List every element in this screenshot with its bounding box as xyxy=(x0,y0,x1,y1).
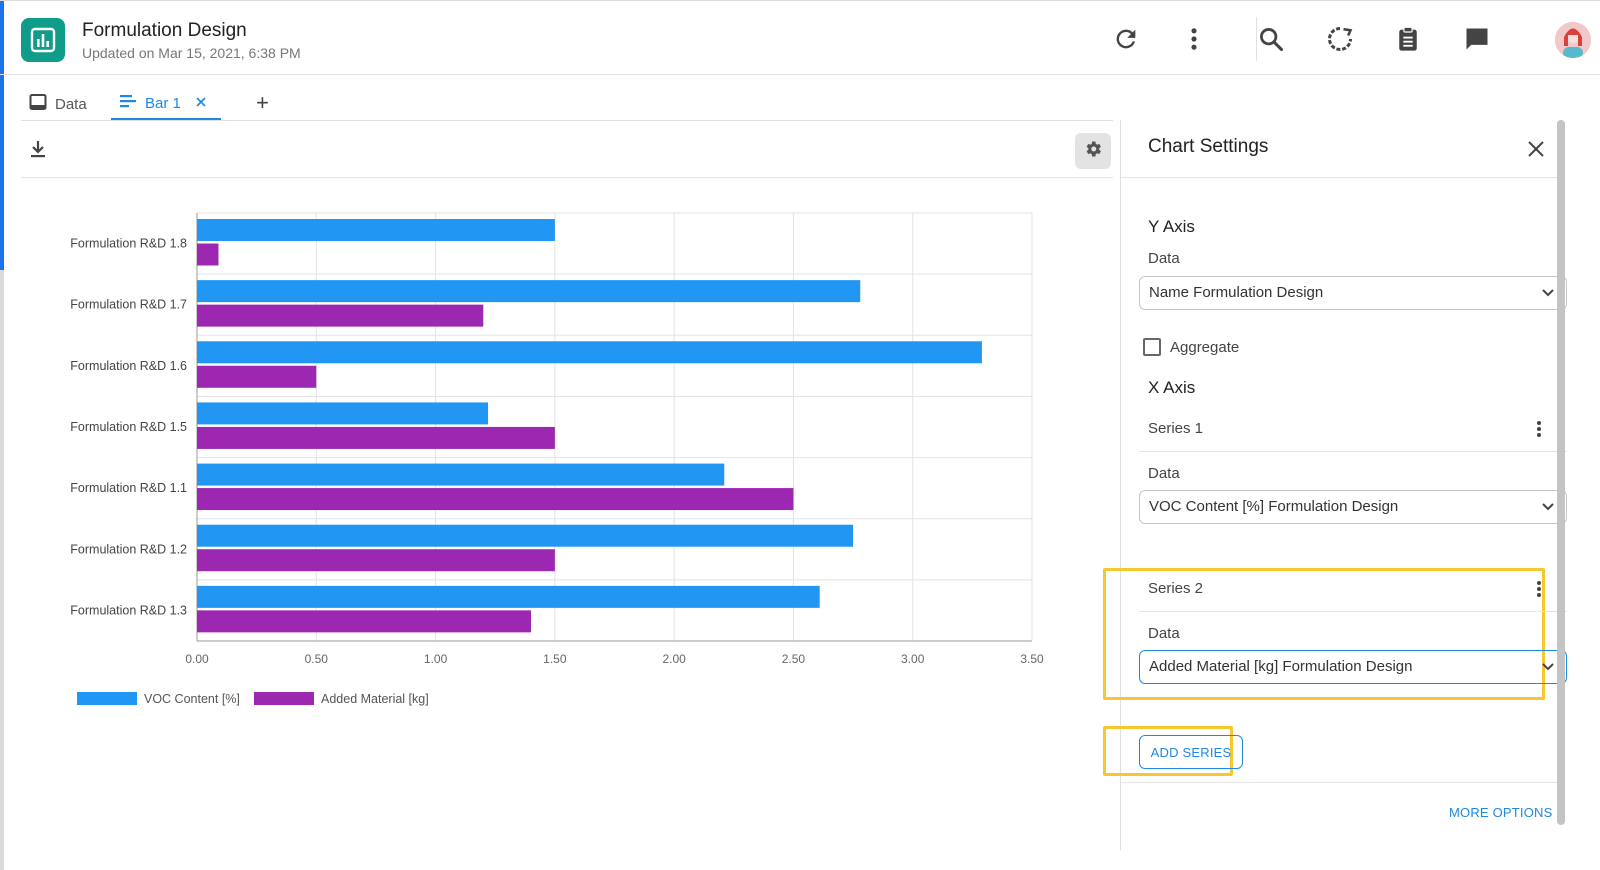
divider xyxy=(1121,177,1561,178)
app-header: Formulation Design Updated on Mar 15, 20… xyxy=(0,0,1600,75)
divider xyxy=(1121,782,1561,783)
search-icon[interactable] xyxy=(1255,23,1287,55)
settings-title: Chart Settings xyxy=(1148,136,1269,157)
bar xyxy=(197,488,794,511)
series-2-data-label: Data xyxy=(1148,625,1180,642)
app-logo-icon xyxy=(21,18,65,62)
settings-scrollbar[interactable] xyxy=(1557,120,1565,825)
bar xyxy=(197,402,489,425)
y-axis-data-label: Data xyxy=(1148,250,1180,267)
bar xyxy=(197,426,555,449)
bar xyxy=(197,463,725,486)
chat-icon[interactable] xyxy=(1461,23,1493,55)
close-icon[interactable] xyxy=(1524,137,1548,161)
aggregate-label: Aggregate xyxy=(1170,338,1240,356)
header-divider xyxy=(1256,17,1257,61)
y-tick-label: Formulation R&D 1.5 xyxy=(70,420,187,434)
series-2-data-select[interactable]: Added Material [kg] Formulation Design xyxy=(1139,650,1567,684)
bar xyxy=(197,524,854,547)
chart-panel: 0.00 0.50 1.00 1.50 2.00 2.50 3.00 3.50 Formulat… xyxy=(21,120,1113,840)
aggregate-checkbox-row[interactable]: Aggregate xyxy=(1143,338,1239,356)
bar xyxy=(197,280,861,303)
chevron-down-icon xyxy=(1540,285,1556,305)
more-vert-icon[interactable] xyxy=(1178,23,1210,55)
table-icon xyxy=(29,93,47,115)
spinner-icon[interactable] xyxy=(1324,23,1356,55)
legend-swatch xyxy=(77,692,137,705)
aggregate-checkbox[interactable] xyxy=(1143,338,1161,356)
add-series-button[interactable]: ADD SERIES xyxy=(1139,735,1243,769)
bar xyxy=(197,549,555,572)
series-2-title: Series 2 xyxy=(1148,580,1204,597)
chevron-down-icon xyxy=(1540,659,1556,679)
x-tick-label: 2.00 xyxy=(662,652,686,666)
chart-settings-panel: Chart Settings Y Axis Data Name Formulat… xyxy=(1103,120,1567,850)
x-tick-label: 0.00 xyxy=(185,652,209,666)
close-tab-icon[interactable] xyxy=(195,95,207,112)
avatar[interactable] xyxy=(1555,22,1591,58)
gear-icon xyxy=(1083,139,1103,164)
x-tick-label: 3.00 xyxy=(901,652,925,666)
y-axis-title: Y Axis xyxy=(1148,217,1195,236)
refresh-icon[interactable] xyxy=(1110,23,1142,55)
y-axis-data-select[interactable]: Name Formulation Design xyxy=(1139,276,1567,310)
bar xyxy=(197,610,531,633)
x-tick-label: 1.00 xyxy=(424,652,448,666)
series-1-data-value: VOC Content [%] Formulation Design xyxy=(1149,498,1399,515)
download-icon[interactable] xyxy=(28,139,48,164)
y-tick-label: Formulation R&D 1.7 xyxy=(70,298,187,312)
y-tick-label: Formulation R&D 1.8 xyxy=(70,237,187,251)
tab-data[interactable]: Data xyxy=(29,88,101,120)
x-tick-label: 3.50 xyxy=(1020,652,1044,666)
divider xyxy=(1139,451,1567,452)
chevron-down-icon xyxy=(1540,499,1556,519)
series-1-data-label: Data xyxy=(1148,465,1180,482)
window-left-edge xyxy=(0,0,4,870)
add-tab-button[interactable]: + xyxy=(256,90,269,115)
chart-toolbar xyxy=(21,121,1113,178)
bar-chart-icon xyxy=(119,93,137,113)
clipboard-icon[interactable] xyxy=(1392,23,1424,55)
x-tick-label: 2.50 xyxy=(782,652,806,666)
series-1-more-icon[interactable] xyxy=(1536,420,1542,443)
bar xyxy=(197,365,317,388)
page-title: Formulation Design xyxy=(82,20,247,41)
bar xyxy=(197,304,484,327)
legend-label: Added Material [kg] xyxy=(321,692,429,706)
add-series-highlight xyxy=(1103,726,1233,776)
y-axis-data-value: Name Formulation Design xyxy=(1149,284,1324,301)
legend-swatch xyxy=(254,692,314,705)
divider xyxy=(1139,611,1567,612)
series-2-more-icon[interactable] xyxy=(1536,580,1542,603)
series-2-highlight xyxy=(1103,568,1545,700)
series-1-data-select[interactable]: VOC Content [%] Formulation Design xyxy=(1139,490,1567,524)
x-tick-label: 1.50 xyxy=(543,652,567,666)
bar xyxy=(197,243,219,266)
tab-bar: Data Bar 1 + xyxy=(0,80,1120,120)
tab-bar-1[interactable]: Bar 1 xyxy=(111,88,221,120)
bar-chart: 0.00 0.50 1.00 1.50 2.00 2.50 3.00 3.50 Formulat… xyxy=(70,212,1044,706)
series-1-title: Series 1 xyxy=(1148,420,1204,437)
chart-settings-button[interactable] xyxy=(1075,133,1111,169)
updated-timestamp: Updated on Mar 15, 2021, 6:38 PM xyxy=(82,45,301,61)
tab-data-label: Data xyxy=(55,95,87,113)
more-options-button[interactable]: MORE OPTIONS xyxy=(1449,805,1553,820)
legend-label: VOC Content [%] xyxy=(144,692,240,706)
x-axis-title: X Axis xyxy=(1148,378,1196,397)
settings-header: Chart Settings xyxy=(1121,120,1561,177)
x-tick-label: 0.50 xyxy=(305,652,329,666)
tab-bar-1-label: Bar 1 xyxy=(145,94,181,112)
y-tick-label: Formulation R&D 1.1 xyxy=(70,481,187,495)
y-tick-label: Formulation R&D 1.6 xyxy=(70,359,187,373)
series-2-data-value: Added Material [kg] Formulation Design xyxy=(1149,658,1413,675)
bar xyxy=(197,341,982,364)
bar xyxy=(197,585,820,608)
y-tick-label: Formulation R&D 1.2 xyxy=(70,542,187,556)
y-tick-label: Formulation R&D 1.3 xyxy=(70,603,187,617)
bar xyxy=(197,219,555,241)
